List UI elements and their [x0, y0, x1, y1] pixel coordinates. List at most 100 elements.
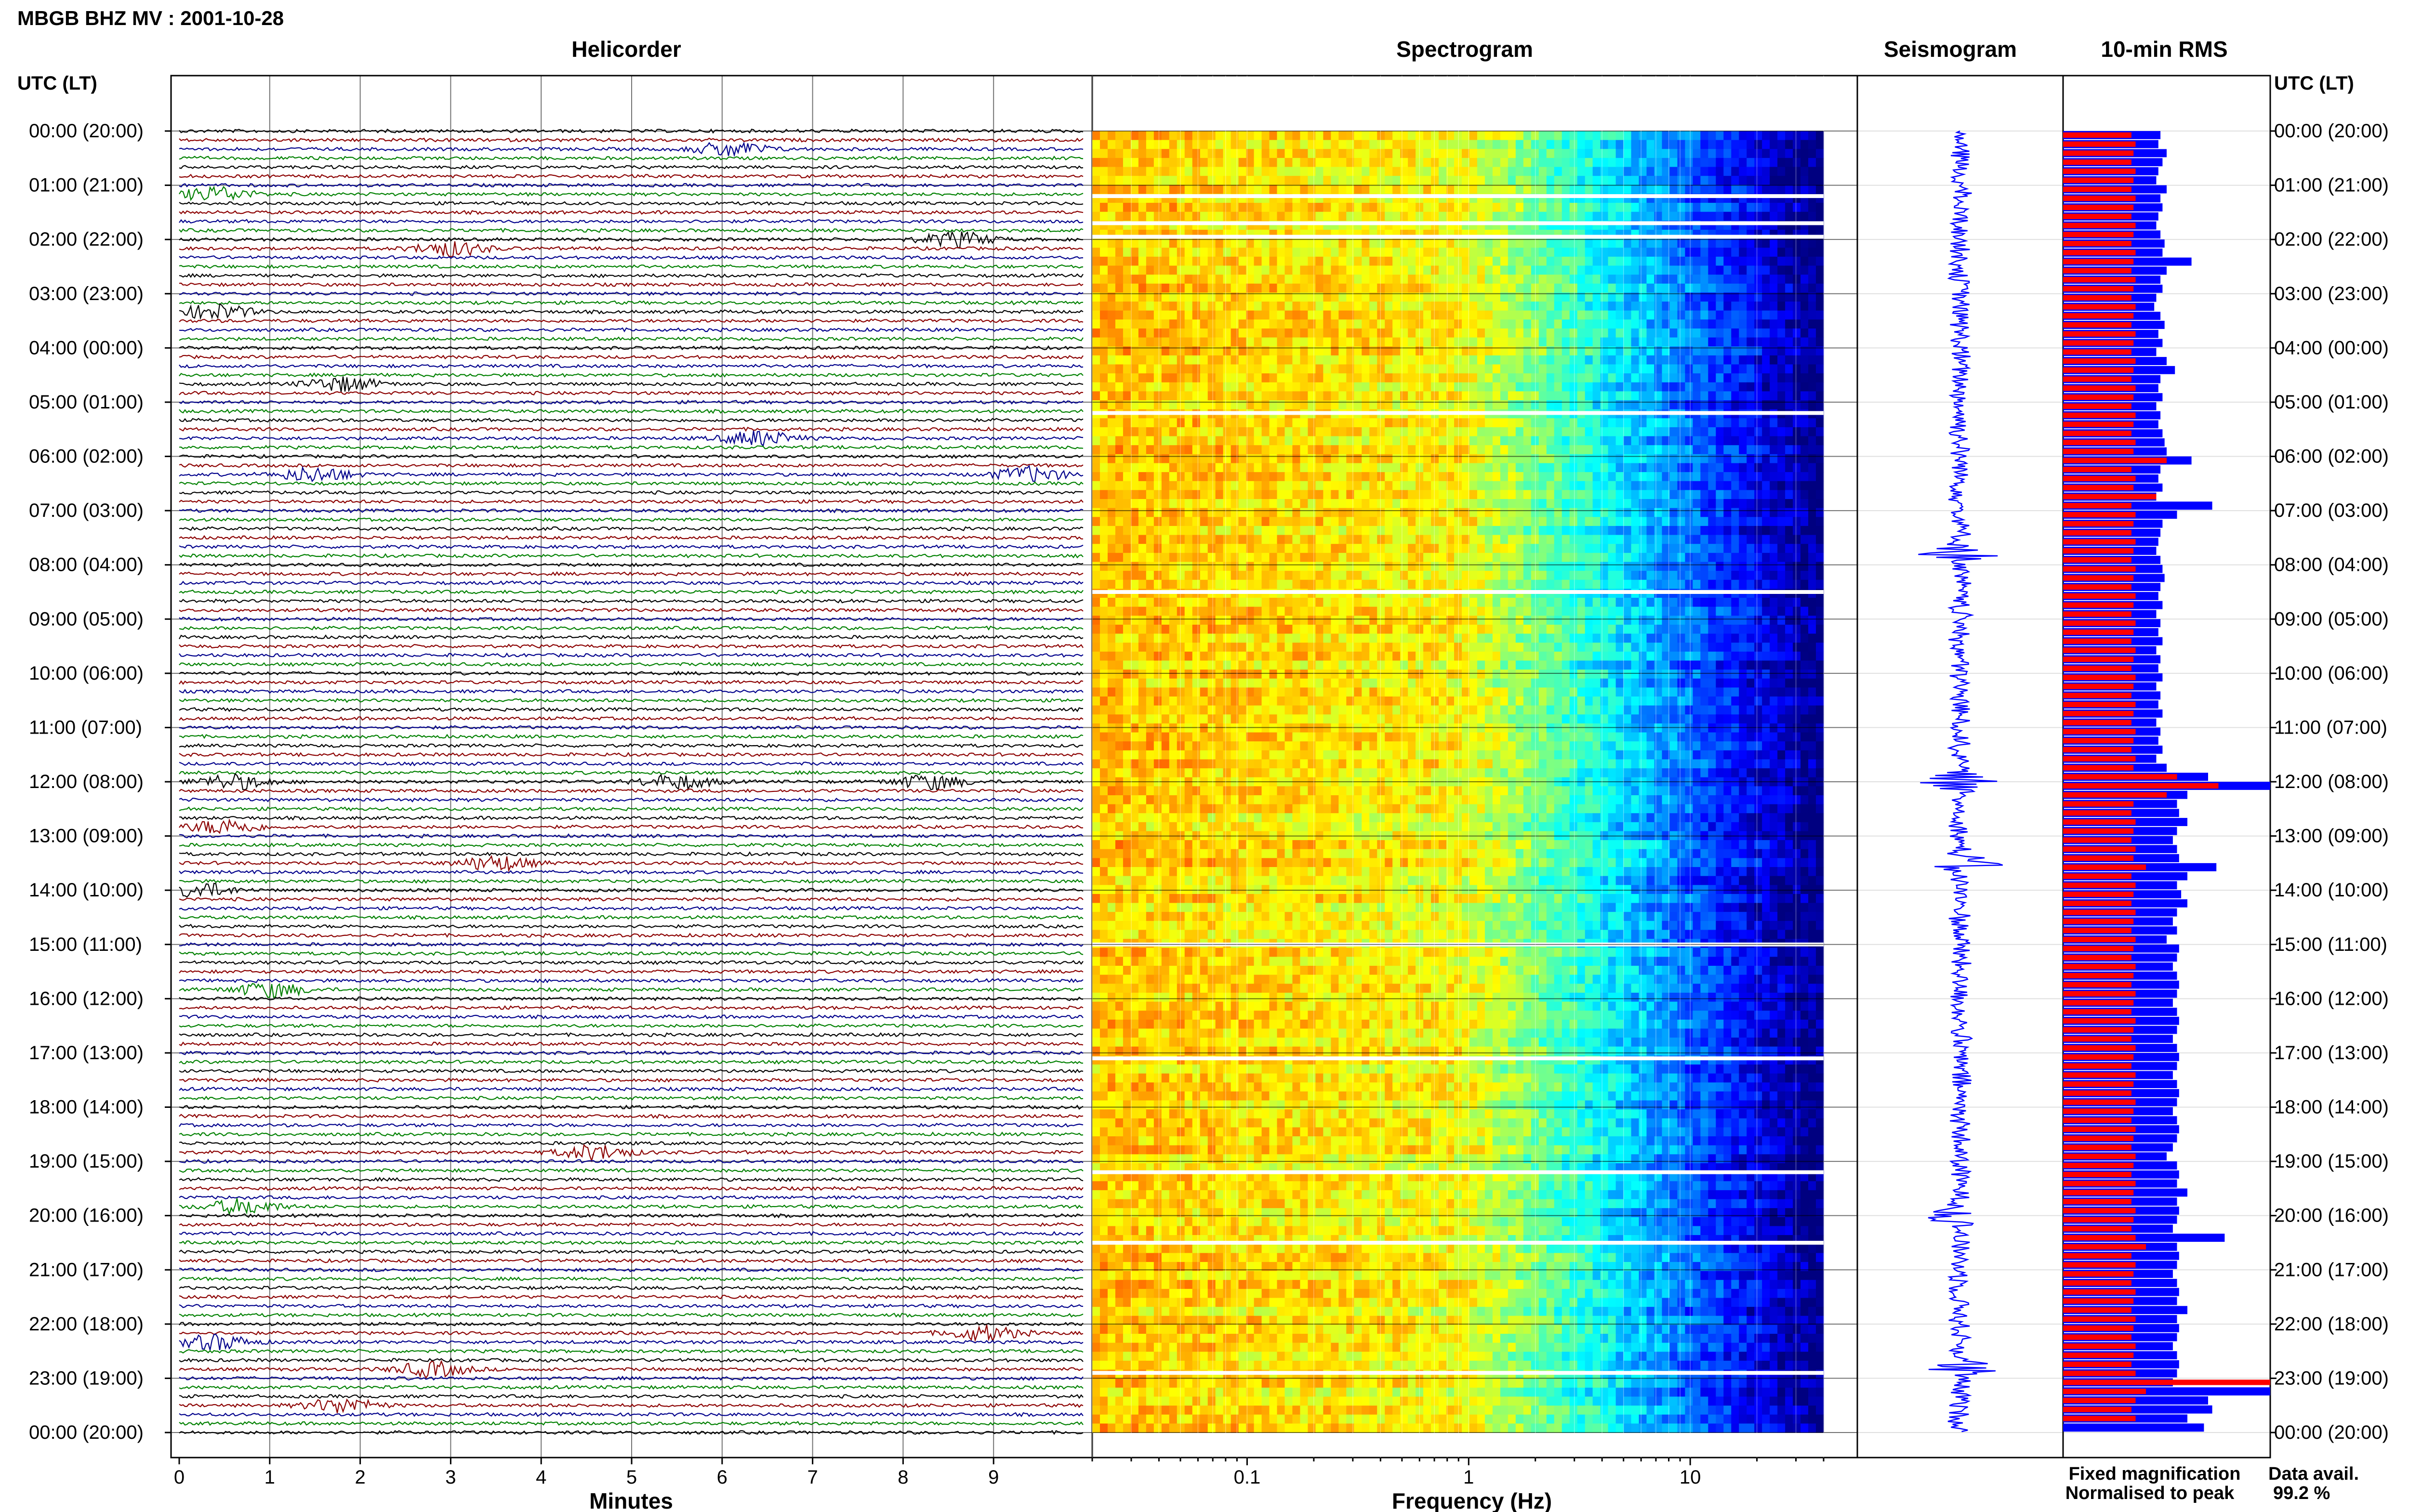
spectrogram-cell: [1223, 499, 1231, 509]
spectrogram-cell: [1300, 302, 1309, 311]
spectrogram-cell: [1500, 535, 1509, 544]
spectrogram-cell: [1800, 131, 1809, 141]
spectrogram-cell: [1615, 499, 1624, 509]
spectrogram-cell: [1770, 499, 1778, 509]
spectrogram-cell: [1323, 526, 1331, 536]
spectrogram-cell: [1554, 535, 1562, 544]
spectrogram-cell: [1739, 131, 1747, 141]
spectrogram-cell: [1092, 337, 1100, 347]
spectrogram-cell: [1477, 337, 1485, 347]
spectrogram-cell: [1770, 319, 1778, 329]
spectrogram-cell: [1639, 167, 1647, 176]
spectrogram-cell: [1092, 472, 1100, 482]
spectrogram-cell: [1477, 167, 1485, 176]
spectrogram-cell: [1685, 373, 1693, 383]
spectrogram-cell: [1431, 355, 1439, 365]
spectrogram-cell: [1292, 203, 1301, 212]
spectrogram-cell: [1446, 364, 1455, 374]
spectrogram-cell: [1439, 167, 1447, 176]
spectrogram-cell: [1423, 310, 1431, 320]
spectrogram-cell: [1200, 418, 1208, 428]
spectrogram-cell: [1800, 472, 1809, 482]
spectrogram-cell: [1492, 302, 1501, 311]
spectrogram-cell: [1777, 355, 1786, 365]
spectrogram-cell: [1177, 400, 1185, 410]
spectrogram-cell: [1731, 310, 1739, 320]
spectrogram-cell: [1754, 481, 1762, 490]
spectrogram-cell: [1592, 490, 1601, 500]
spectrogram-cell: [1300, 328, 1309, 338]
spectrogram-cell: [1107, 427, 1116, 437]
spectrogram-cell: [1554, 302, 1562, 311]
spectrogram-cell: [1284, 436, 1293, 446]
spectrogram-cell: [1739, 373, 1747, 383]
spectrogram-cell: [1461, 176, 1470, 185]
spectrogram-cell: [1693, 355, 1701, 365]
spectrogram-cell: [1153, 176, 1162, 185]
spectrogram-cell: [1107, 302, 1116, 311]
spectrogram-cell: [1600, 508, 1609, 517]
spectrogram-cell: [1238, 490, 1247, 500]
spectrogram-cell: [1207, 248, 1216, 257]
spectrogram-cell: [1793, 238, 1801, 248]
helicorder-trace: [179, 761, 1084, 766]
spectrogram-cell: [1508, 517, 1516, 526]
spectrogram-cell: [1592, 463, 1601, 473]
spectrogram-cell: [1261, 140, 1270, 149]
helicorder-trace: [179, 1231, 1084, 1236]
spectrogram-cell: [1423, 552, 1431, 563]
spectrogram-cell: [1292, 445, 1301, 455]
spectrogram-cell: [1700, 211, 1708, 221]
spectrogram-cell: [1123, 248, 1131, 257]
spectrogram-cell: [1800, 265, 1809, 275]
spectrogram-cell: [1130, 248, 1139, 257]
spectrogram-cell: [1408, 149, 1416, 158]
spectrogram-cell: [1739, 211, 1747, 221]
spectrogram-cell: [1331, 319, 1339, 329]
spectrogram-cell: [1130, 552, 1139, 563]
spectrogram-cell: [1385, 508, 1393, 517]
spectrogram-cell: [1092, 552, 1100, 563]
spectrogram-cell: [1654, 544, 1663, 553]
spectrogram-cell: [1562, 256, 1570, 266]
spectrogram-cell: [1223, 544, 1231, 553]
spectrogram-cell: [1770, 140, 1778, 149]
spectrogram-cell: [1469, 275, 1478, 284]
spectrogram-cell: [1192, 400, 1201, 410]
spectrogram-cell: [1623, 337, 1632, 347]
spectrogram-cell: [1793, 131, 1801, 141]
spectrogram-cell: [1269, 248, 1278, 257]
spectrogram-cell: [1546, 337, 1555, 347]
spectrogram-cell: [1184, 544, 1193, 553]
spectrogram-cell: [1808, 436, 1816, 446]
spectrogram-cell: [1261, 364, 1270, 374]
spectrogram-cell: [1431, 373, 1439, 383]
spectrogram-cell: [1739, 535, 1747, 544]
spectrogram-cell: [1246, 248, 1255, 257]
spectrogram-cell: [1231, 418, 1239, 428]
spectrogram-cell: [1439, 211, 1447, 221]
spectrogram-cell: [1646, 275, 1655, 284]
spectrogram-cell: [1092, 283, 1100, 293]
spectrogram-cell: [1492, 355, 1501, 365]
spectrogram-cell: [1800, 508, 1809, 517]
spectrogram-cell: [1469, 167, 1478, 176]
spectrogram-cell: [1685, 248, 1693, 257]
spectrogram-cell: [1231, 211, 1239, 221]
spectrogram-cell: [1277, 526, 1285, 536]
spectrogram-cell: [1577, 149, 1586, 158]
spectrogram-cell: [1099, 265, 1108, 275]
spectrogram-cell: [1277, 238, 1285, 248]
spectrogram-cell: [1300, 167, 1309, 176]
spectrogram-cell: [1308, 382, 1316, 392]
helicorder-trace: [179, 241, 1084, 257]
spectrogram-cell: [1215, 328, 1224, 338]
spectrogram-cell: [1292, 211, 1301, 221]
spectrogram-cell: [1716, 283, 1724, 293]
spectrogram-cell: [1492, 508, 1501, 517]
spectrogram-cell: [1277, 167, 1285, 176]
spectrogram-cell: [1623, 319, 1632, 329]
spectrogram-cell: [1130, 571, 1139, 580]
spectrogram-cell: [1685, 400, 1693, 410]
spectrogram-cell: [1808, 526, 1816, 536]
